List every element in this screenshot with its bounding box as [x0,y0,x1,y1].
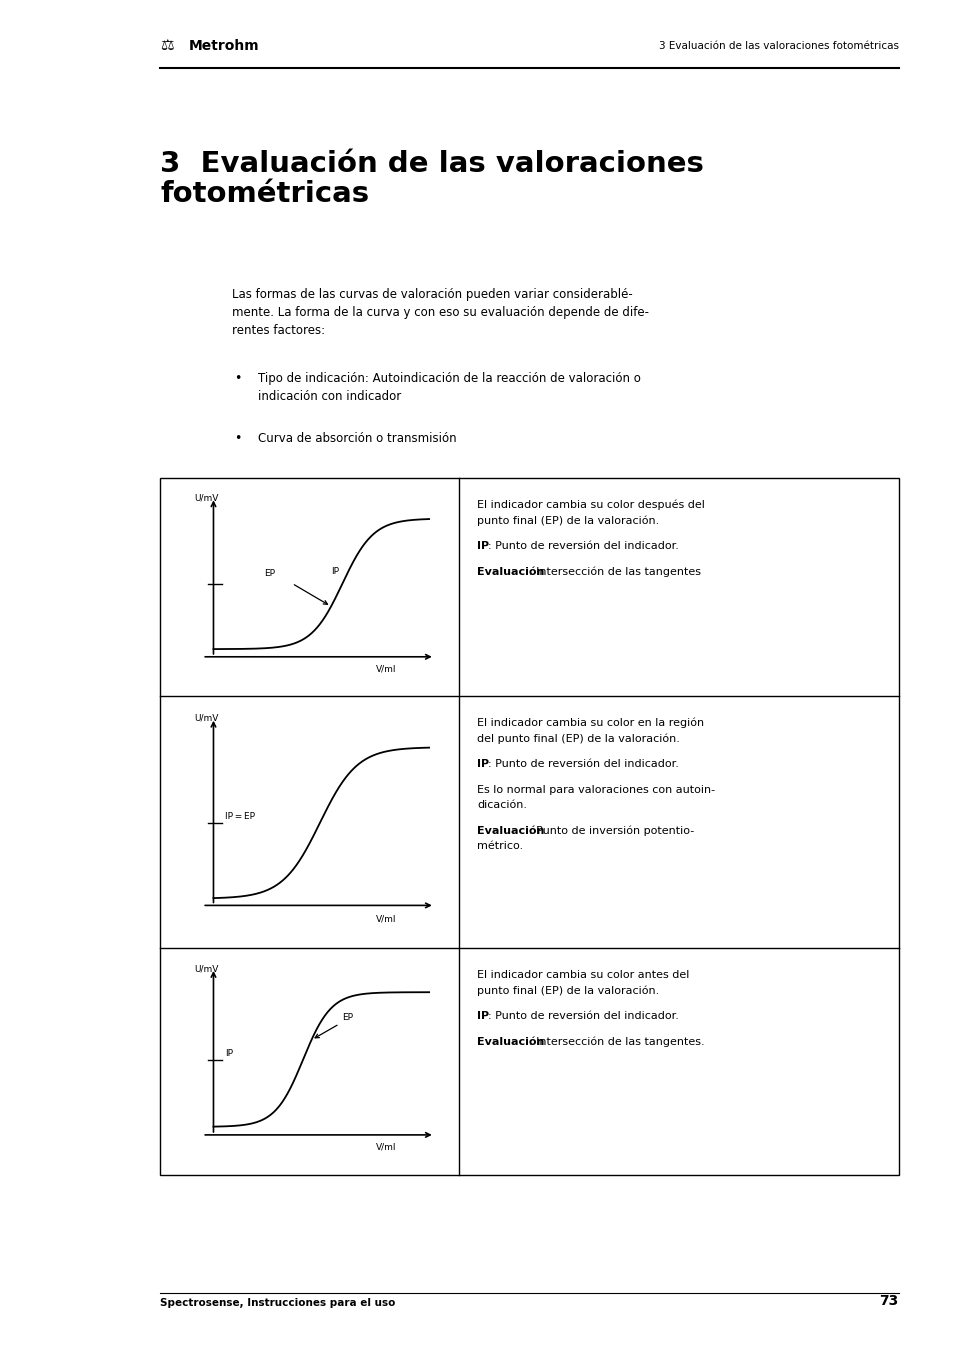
Text: EP: EP [264,569,274,578]
Text: V/ml: V/ml [375,1143,396,1152]
Text: U/mV: U/mV [193,493,218,503]
Text: Evaluación: Evaluación [476,566,544,577]
Text: 3  Evaluación de las valoraciones
fotométricas: 3 Evaluación de las valoraciones fotomét… [160,150,703,208]
Text: •: • [234,432,241,444]
Text: : Intersección de las tangentes.: : Intersección de las tangentes. [529,1036,704,1047]
Text: Evaluación: Evaluación [476,1036,544,1047]
Text: Curva de absorción o transmisión: Curva de absorción o transmisión [258,432,456,444]
Text: 73: 73 [879,1294,898,1308]
Text: punto final (EP) de la valoración.: punto final (EP) de la valoración. [476,985,659,996]
Text: : Punto de reversión del indicador.: : Punto de reversión del indicador. [487,759,678,769]
Text: U/mV: U/mV [193,965,218,973]
Text: Tipo de indicación: Autoindicación de la reacción de valoración o
indicación con: Tipo de indicación: Autoindicación de la… [258,372,640,403]
Text: El indicador cambia su color después del: El indicador cambia su color después del [476,500,704,511]
Text: 3 Evaluación de las valoraciones fotométricas: 3 Evaluación de las valoraciones fotomét… [658,41,898,51]
Text: : Punto de reversión del indicador.: : Punto de reversión del indicador. [487,1011,678,1021]
Text: IP: IP [331,567,338,576]
Text: IP: IP [476,1011,489,1021]
Bar [160,478,898,1175]
Text: del punto final (EP) de la valoración.: del punto final (EP) de la valoración. [476,734,679,744]
Text: V/ml: V/ml [375,665,396,674]
Text: : Punto de inversión potentio-: : Punto de inversión potentio- [529,825,694,836]
Text: Spectrosense, Instrucciones para el uso: Spectrosense, Instrucciones para el uso [160,1298,395,1308]
Text: U/mV: U/mV [193,713,218,723]
Text: : Intersección de las tangentes: : Intersección de las tangentes [529,566,700,577]
Text: métrico.: métrico. [476,842,523,851]
Text: Es lo normal para valoraciones con autoin-: Es lo normal para valoraciones con autoi… [476,785,715,794]
Text: V/ml: V/ml [375,915,396,924]
Text: El indicador cambia su color antes del: El indicador cambia su color antes del [476,970,689,979]
Text: Metrohm: Metrohm [188,39,258,53]
Text: IP: IP [476,759,489,769]
Text: IP = EP: IP = EP [225,812,254,820]
Text: •: • [234,372,241,385]
Text: : Punto de reversión del indicador.: : Punto de reversión del indicador. [487,540,678,551]
Text: Las formas de las curvas de valoración pueden variar considerablé-
mente. La for: Las formas de las curvas de valoración p… [232,288,649,336]
Text: IP: IP [225,1048,233,1058]
Text: dicación.: dicación. [476,800,527,811]
Text: punto final (EP) de la valoración.: punto final (EP) de la valoración. [476,516,659,526]
Text: Evaluación: Evaluación [476,825,544,836]
Text: IP: IP [476,540,489,551]
Text: ⚖: ⚖ [160,38,173,54]
Text: EP: EP [342,1013,353,1021]
Text: El indicador cambia su color en la región: El indicador cambia su color en la regió… [476,717,703,728]
